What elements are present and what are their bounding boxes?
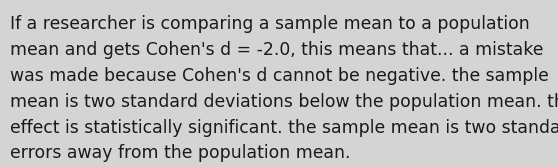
Text: was made because Cohen's d cannot be negative. the sample: was made because Cohen's d cannot be neg… <box>10 67 549 85</box>
Text: If a researcher is comparing a sample mean to a population: If a researcher is comparing a sample me… <box>10 15 530 33</box>
Text: effect is statistically significant. the sample mean is two standard: effect is statistically significant. the… <box>10 119 558 137</box>
Text: mean and gets Cohen's d = -2.0, this means that... a mistake: mean and gets Cohen's d = -2.0, this mea… <box>10 41 543 59</box>
Text: errors away from the population mean.: errors away from the population mean. <box>10 144 350 162</box>
Text: mean is two standard deviations below the population mean. the: mean is two standard deviations below th… <box>10 93 558 111</box>
